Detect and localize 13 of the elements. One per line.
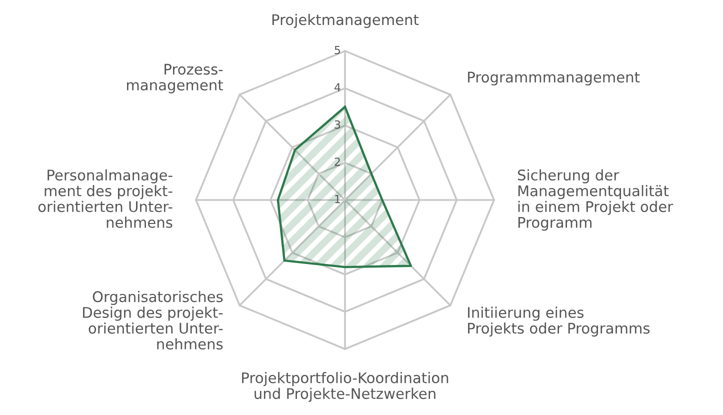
spoke-label: Sicherung der Managementqualität in einem Projekt oder Programm xyxy=(518,169,674,231)
y-tick-label: 4 xyxy=(334,83,340,92)
y-tick-label: 3 xyxy=(334,120,340,129)
spoke-label: Prozess- management xyxy=(127,64,224,94)
spoke-label: Projektportfolio-Koordination und Projekte-Netzwerken xyxy=(242,372,448,402)
spoke-label: Personalmanage- ment des projekt- orientierten Unter- nehmens xyxy=(38,169,172,228)
spoke-label: Projektmanagement xyxy=(272,14,419,28)
spoke-label: Programmmanagement xyxy=(468,72,640,86)
y-tick-label: 1 xyxy=(335,194,340,204)
y-tick-label: 5 xyxy=(334,46,340,54)
spoke-label: Initiierung eines Projekts oder Programms xyxy=(468,306,650,337)
y-tick-label: 2 xyxy=(334,158,340,166)
spoke-label: Organisatorisches Design des projekt- orientierten Unter- nehmens xyxy=(83,290,223,350)
